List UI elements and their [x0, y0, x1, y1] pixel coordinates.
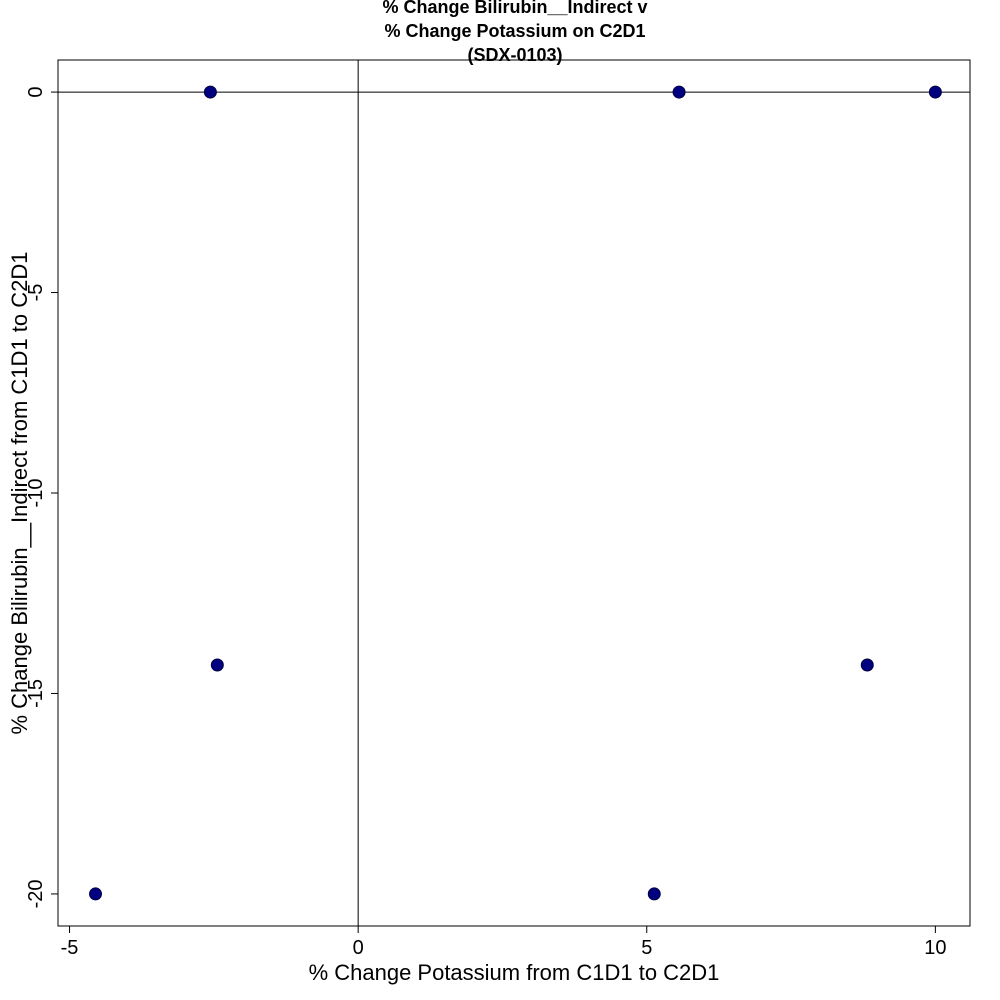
data-point: [860, 658, 874, 672]
plot-frame: [57, 59, 971, 927]
y-axis-label: % Change Bilirubin__Indirect from C1D1 t…: [7, 251, 32, 735]
chart-title-line-2: % Change Potassium on C2D1: [384, 21, 646, 41]
x-tick-label: -5: [61, 937, 79, 959]
y-tick-label: -20: [25, 879, 47, 908]
x-tick-label: 0: [353, 937, 364, 959]
y-tick-label: 0: [25, 87, 47, 98]
data-point: [672, 85, 686, 99]
y-tick-label: -5: [25, 284, 47, 302]
x-tick-label: 10: [924, 937, 946, 959]
y-axis-ticks: 0 -5 -10 -15 -20: [25, 87, 58, 908]
data-point: [203, 85, 217, 99]
data-point: [210, 658, 224, 672]
data-point: [647, 887, 661, 901]
reference-lines: [58, 60, 970, 926]
data-point: [928, 85, 942, 99]
y-tick-label: -10: [25, 479, 47, 508]
chart-title-line-1: % Change Bilirubin__Indirect v: [382, 0, 648, 17]
x-axis-label: % Change Potassium from C1D1 to C2D1: [308, 960, 720, 985]
y-tick-label: -15: [25, 679, 47, 708]
data-points: [89, 85, 942, 901]
x-tick-label: 5: [641, 937, 652, 959]
x-axis-ticks: -5 0 5 10: [61, 926, 946, 959]
data-point: [89, 887, 103, 901]
